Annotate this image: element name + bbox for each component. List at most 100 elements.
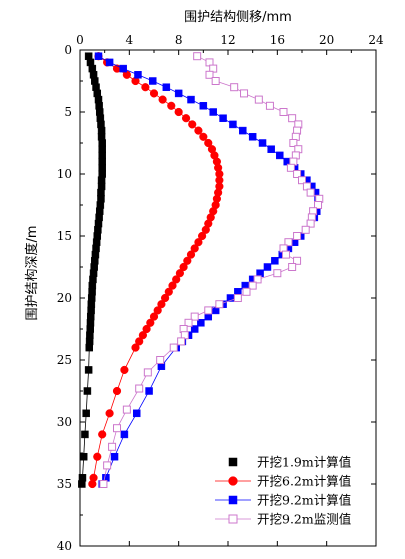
data-point — [263, 263, 272, 271]
data-point — [120, 430, 129, 439]
data-point — [135, 337, 144, 346]
data-point — [149, 77, 157, 85]
data-point — [187, 95, 195, 104]
data-point — [96, 114, 105, 122]
x-tick-label: 8 — [175, 33, 183, 47]
data-point — [199, 102, 208, 110]
series-1 — [78, 52, 106, 488]
data-point — [286, 163, 295, 172]
data-point — [158, 95, 167, 104]
data-point — [254, 95, 263, 104]
data-point — [239, 126, 247, 135]
series-line — [91, 55, 220, 485]
data-point — [78, 480, 86, 488]
data-point — [233, 294, 242, 302]
data-point — [228, 495, 238, 505]
y-tick-label: 20 — [57, 291, 72, 305]
data-point — [265, 101, 274, 110]
data-point — [230, 83, 239, 92]
data-point — [81, 430, 89, 439]
data-point — [82, 409, 90, 418]
data-point — [289, 139, 298, 147]
data-point — [288, 114, 297, 123]
data-point — [293, 256, 302, 265]
data-point — [276, 151, 284, 160]
data-point — [314, 201, 323, 209]
data-point — [167, 101, 176, 110]
data-point — [194, 238, 203, 247]
data-point — [153, 306, 162, 315]
data-point — [306, 219, 315, 228]
data-point — [194, 126, 203, 135]
data-point — [181, 114, 191, 123]
data-point — [172, 275, 181, 284]
data-point — [228, 476, 238, 486]
data-point — [132, 409, 141, 418]
legend-item: 开挖6.2m计算值 — [215, 474, 351, 489]
data-point — [199, 132, 208, 141]
x-tick-label: 24 — [368, 33, 384, 47]
series-2 — [88, 52, 224, 489]
data-point — [94, 95, 103, 104]
series-4 — [99, 52, 324, 488]
data-point — [108, 442, 117, 451]
y-tick-label: 0 — [64, 43, 72, 57]
data-point — [146, 318, 155, 327]
data-point — [131, 343, 140, 352]
legend-label: 开挖9.2m监测值 — [257, 512, 351, 527]
data-point — [186, 250, 196, 259]
data-point — [211, 77, 220, 85]
data-point — [98, 430, 107, 439]
data-point — [149, 312, 159, 321]
data-point — [95, 213, 103, 222]
data-point — [157, 300, 166, 309]
legend-label: 开挖1.9m计算值 — [257, 455, 351, 470]
y-tick-label: 30 — [57, 415, 72, 429]
data-point — [190, 325, 199, 333]
data-point — [193, 52, 202, 61]
data-point — [228, 514, 238, 524]
x-tick-label: 16 — [270, 33, 285, 47]
data-point — [162, 83, 171, 91]
y-tick-label: 25 — [57, 353, 72, 367]
data-point — [190, 244, 199, 253]
legend-label: 开挖6.2m计算值 — [257, 474, 351, 489]
data-point — [142, 324, 151, 334]
data-point — [161, 293, 170, 303]
data-point — [93, 452, 102, 461]
data-point — [105, 409, 114, 418]
data-point — [88, 64, 97, 73]
data-point — [248, 133, 257, 141]
data-point — [169, 343, 178, 352]
data-point — [279, 108, 288, 116]
data-point — [201, 225, 210, 234]
data-point — [248, 281, 257, 290]
data-point — [293, 232, 302, 240]
series-3 — [94, 52, 322, 488]
data-point — [97, 182, 106, 191]
data-point — [228, 457, 238, 467]
data-point — [306, 188, 315, 197]
x-tick-label: 0 — [76, 33, 84, 47]
data-point — [215, 300, 224, 309]
data-point — [298, 176, 306, 185]
data-point — [229, 120, 237, 129]
data-point — [183, 256, 192, 265]
data-point — [141, 83, 150, 92]
data-point — [122, 405, 131, 414]
x-axis-title: 围护结构侧移/mm — [184, 10, 292, 25]
y-tick-label: 5 — [64, 105, 72, 119]
data-point — [273, 269, 282, 278]
data-point — [253, 275, 262, 284]
data-point — [205, 70, 214, 79]
x-tick-label: 20 — [319, 33, 334, 47]
data-point — [92, 244, 100, 253]
data-point — [97, 120, 105, 129]
y-tick-label: 40 — [57, 539, 72, 553]
data-point — [177, 337, 186, 346]
data-point — [267, 145, 275, 153]
y-axis-title: 围护结构深度/m — [24, 225, 40, 320]
y-tick-label: 10 — [57, 167, 72, 181]
data-point — [188, 120, 197, 129]
data-point — [284, 238, 293, 247]
